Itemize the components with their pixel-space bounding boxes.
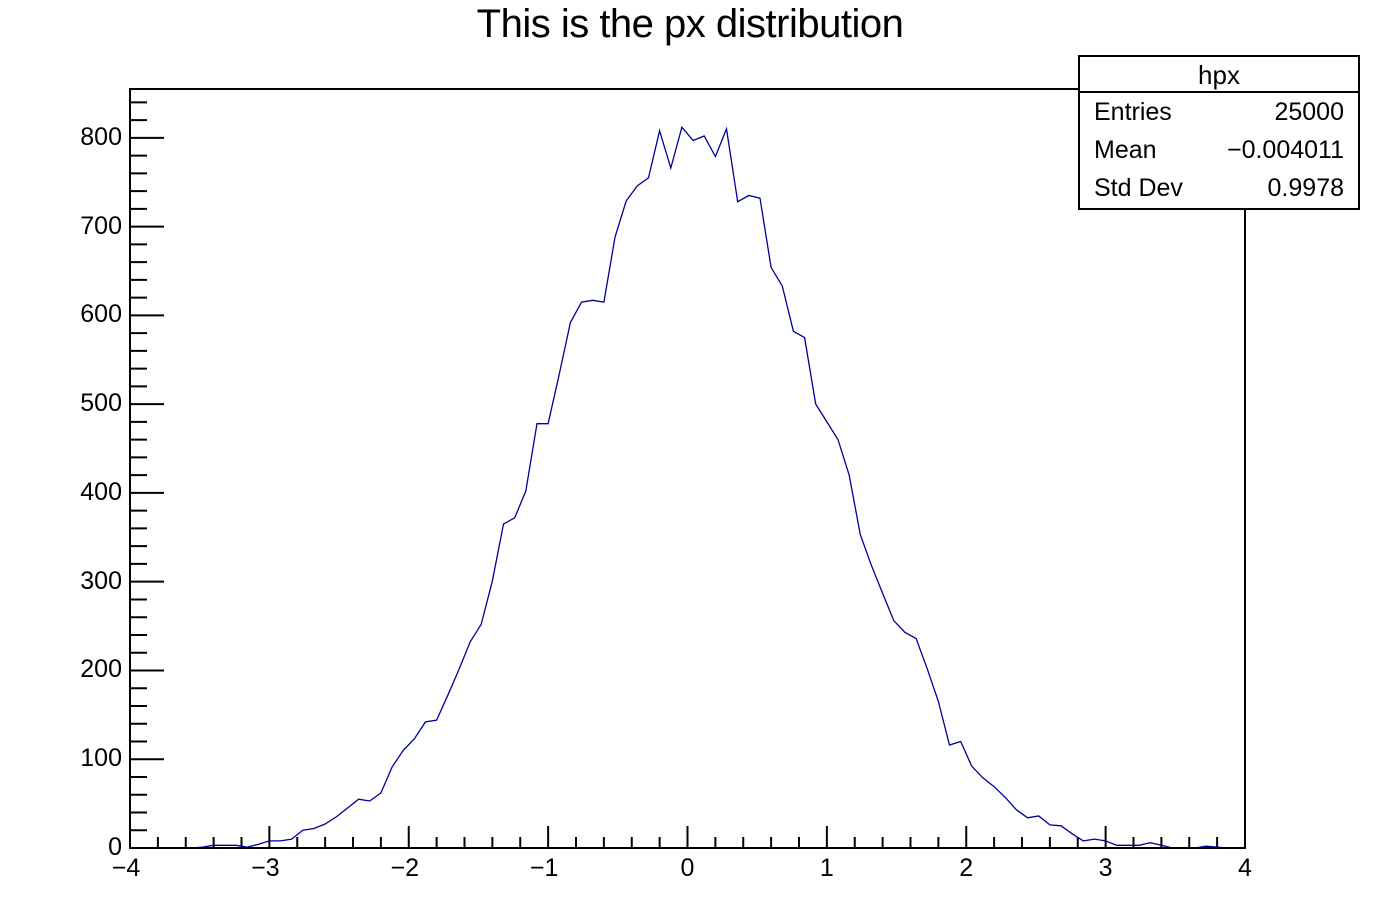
x-tick-label: 2 — [959, 854, 974, 882]
plot-frame — [129, 88, 1246, 849]
stats-value: 0.9978 — [1267, 174, 1344, 202]
histogram-line — [191, 125, 1229, 849]
stats-value: −0.004011 — [1226, 136, 1344, 164]
stats-label: Entries — [1094, 98, 1172, 126]
y-tick-label: 300 — [80, 566, 122, 595]
y-tick-label: 500 — [80, 389, 122, 418]
y-tick-label: 600 — [80, 300, 122, 329]
y-tick-label: 200 — [80, 655, 122, 684]
x-tick-label: −3 — [251, 854, 280, 882]
stats-row-mean: Mean −0.004011 — [1080, 131, 1358, 169]
stats-label: Mean — [1094, 136, 1157, 164]
x-tick-label: −2 — [390, 854, 419, 882]
x-tick-label: 0 — [680, 854, 695, 882]
axis-ticks — [129, 101, 1246, 849]
stats-value: 25000 — [1274, 98, 1344, 126]
y-tick-label: 800 — [80, 122, 122, 151]
y-tick-label: 100 — [80, 744, 122, 773]
stats-label: Std Dev — [1094, 174, 1183, 202]
x-tick-label: 4 — [1238, 854, 1252, 882]
stats-box-title: hpx — [1080, 57, 1358, 93]
chart-title: This is the px distribution — [476, 2, 904, 46]
x-tick-label: 3 — [1098, 854, 1113, 882]
stats-box: hpx Entries 25000 Mean −0.004011 Std Dev… — [1078, 55, 1360, 210]
y-tick-label: 0 — [108, 833, 122, 861]
y-tick-label: 400 — [80, 477, 122, 506]
x-tick-label: −4 — [111, 854, 141, 882]
x-tick-label: −1 — [529, 854, 559, 882]
y-tick-label: 700 — [80, 211, 122, 240]
stats-row-stddev: Std Dev 0.9978 — [1080, 169, 1358, 207]
x-tick-label: 1 — [819, 854, 834, 882]
stats-row-entries: Entries 25000 — [1080, 93, 1358, 131]
